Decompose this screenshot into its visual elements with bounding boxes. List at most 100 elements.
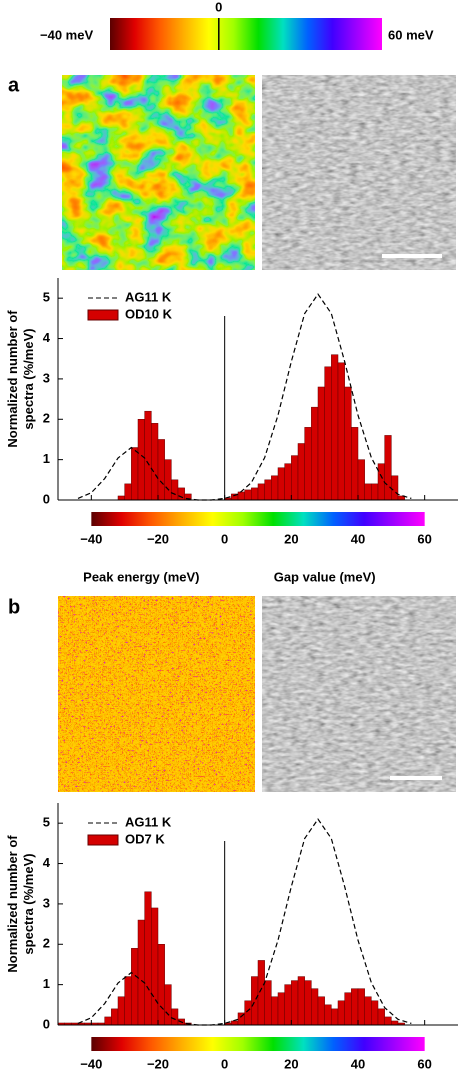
- histogram-bar: [357, 459, 365, 501]
- histogram-bar: [271, 996, 279, 1026]
- histogram-bar: [384, 435, 392, 501]
- y-axis-label: Normalized number ofspectra (%/meV): [5, 835, 36, 973]
- peak-energy-map: [62, 75, 255, 270]
- histogram-bar: [324, 1004, 332, 1026]
- colorbar-min-label: −40 meV: [40, 27, 93, 42]
- y-tick-label: 4: [43, 330, 51, 345]
- histogram-bar: [164, 984, 172, 1026]
- histogram-bar: [311, 406, 319, 501]
- y-axis-label-line: spectra (%/meV): [21, 328, 36, 429]
- histogram-bar: [151, 423, 159, 501]
- histogram-bar: [131, 447, 139, 501]
- y-tick-label: 3: [43, 370, 50, 385]
- legend-label: AG11 K: [125, 289, 172, 304]
- x-tick-label: −20: [147, 1056, 169, 1071]
- histogram-bar: [117, 996, 125, 1026]
- histogram-bar: [124, 976, 132, 1026]
- y-axis-label-line: spectra (%/meV): [21, 853, 36, 954]
- histogram-bar: [284, 463, 292, 501]
- y-tick-label: 1: [43, 451, 50, 466]
- histogram-bar: [157, 944, 165, 1026]
- histogram-bar: [251, 487, 259, 501]
- histogram-bar: [351, 988, 359, 1026]
- y-tick-label: 0: [43, 1016, 50, 1031]
- panel-label: a: [8, 74, 20, 96]
- colorbar-zero-label: 0: [215, 0, 222, 14]
- panel-label: b: [8, 596, 20, 618]
- topography-image: [262, 75, 456, 270]
- histogram-bar: [351, 427, 359, 501]
- histogram-bar: [337, 1000, 345, 1026]
- histogram-bar: [304, 427, 312, 501]
- legend-label: OD7 K: [125, 831, 165, 846]
- histogram-bar: [357, 988, 365, 1026]
- legend-swatch: [87, 309, 119, 321]
- scale-bar: [390, 776, 442, 780]
- histogram-bar: [251, 976, 259, 1026]
- histogram-bar: [364, 483, 372, 501]
- x-tick-label: 60: [417, 1056, 431, 1071]
- histogram-bar: [331, 1008, 339, 1026]
- y-tick-label: 5: [43, 815, 50, 830]
- histogram-bar: [311, 988, 319, 1026]
- topography-image: [262, 596, 456, 792]
- histogram-bar: [371, 483, 379, 501]
- legend-swatch: [87, 834, 119, 846]
- legend-label: OD10 K: [125, 306, 173, 321]
- histogram-bar: [271, 475, 279, 501]
- histogram-bar: [257, 960, 265, 1026]
- energy-colorbar: [91, 512, 425, 526]
- histogram-bar: [117, 495, 125, 501]
- histogram-bar: [164, 459, 172, 501]
- x-tick-label: 0: [221, 1056, 228, 1071]
- histogram-bar: [344, 386, 352, 501]
- histogram-bar: [177, 487, 185, 501]
- histogram-bar: [337, 362, 345, 501]
- histogram-bar: [231, 1020, 239, 1026]
- histogram-bar: [104, 1016, 112, 1026]
- histogram-bar: [257, 483, 265, 501]
- x-tick-label: −40: [80, 1056, 102, 1071]
- x-tick-label: 40: [351, 531, 365, 546]
- histogram-bar: [237, 491, 245, 501]
- histogram-bar: [277, 992, 285, 1026]
- histogram-bar: [391, 1020, 399, 1026]
- x-tick-label: 40: [351, 1056, 365, 1071]
- scale-bar: [382, 254, 442, 258]
- histogram-bar: [377, 1008, 385, 1026]
- histogram-bar: [331, 354, 339, 501]
- y-axis-label: Normalized number ofspectra (%/meV): [5, 310, 36, 448]
- colorbar-max-label: 60 meV: [388, 27, 434, 42]
- x-tick-label: −40: [80, 531, 102, 546]
- histogram-bar: [264, 980, 272, 1026]
- legend-label: AG11 K: [125, 814, 172, 829]
- y-axis-label-line: Normalized number of: [5, 310, 20, 448]
- x-tick-label: 20: [284, 531, 298, 546]
- histogram-bar: [291, 455, 299, 501]
- histogram-bar: [137, 919, 145, 1026]
- y-tick-label: 2: [43, 936, 50, 951]
- histogram-bar: [371, 1000, 379, 1026]
- histogram-bar: [137, 419, 145, 501]
- histogram-bar: [144, 410, 152, 501]
- histogram-bar: [131, 948, 139, 1026]
- histogram-bar: [244, 489, 252, 501]
- histogram-bar: [284, 984, 292, 1026]
- y-axis-label-line: Normalized number of: [5, 835, 20, 973]
- histogram-bar: [111, 1008, 119, 1026]
- histogram-bar: [264, 479, 272, 501]
- histogram-bar: [291, 980, 299, 1026]
- histogram-bar: [151, 907, 159, 1026]
- histogram-bar: [324, 366, 332, 501]
- energy-colorbar: [91, 1037, 425, 1051]
- colorbar: [110, 18, 382, 50]
- histogram-bar: [297, 443, 305, 501]
- histogram-bar: [171, 479, 179, 501]
- histogram-bar: [304, 980, 312, 1026]
- x-tick-label: 60: [417, 531, 431, 546]
- y-tick-label: 2: [43, 411, 50, 426]
- histogram-bar: [317, 386, 325, 501]
- y-tick-label: 0: [43, 491, 50, 506]
- histogram-bar: [171, 1008, 179, 1026]
